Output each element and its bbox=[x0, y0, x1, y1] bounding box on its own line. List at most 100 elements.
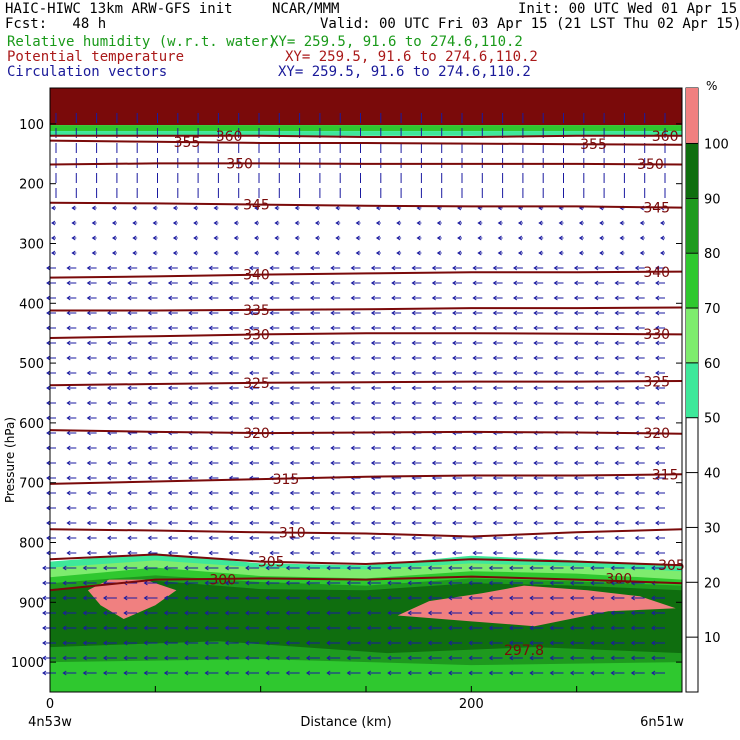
vector-head bbox=[167, 370, 173, 376]
circulation-vector bbox=[427, 595, 442, 601]
vector-head bbox=[163, 625, 169, 631]
vector-head bbox=[66, 550, 71, 556]
circulation-vector bbox=[375, 235, 381, 241]
circulation-vector bbox=[254, 205, 259, 211]
circulation-vector bbox=[538, 235, 544, 241]
vector-head bbox=[630, 610, 635, 616]
circulation-vector bbox=[427, 580, 442, 586]
vector-head bbox=[350, 460, 355, 466]
circulation-vector bbox=[289, 265, 300, 271]
vector-head bbox=[630, 640, 635, 646]
circulation-vector bbox=[468, 670, 483, 676]
vector-head bbox=[411, 550, 416, 556]
vector-head bbox=[66, 535, 71, 541]
vector-head bbox=[448, 655, 453, 661]
vector-head bbox=[208, 280, 213, 286]
vector-head bbox=[350, 505, 355, 511]
vector-head bbox=[472, 415, 477, 421]
theta-contour-315 bbox=[49, 473, 683, 485]
theta-label-335: 335 bbox=[243, 303, 270, 319]
circulation-vector bbox=[538, 250, 544, 256]
vector-head bbox=[651, 625, 656, 631]
circulation-vector bbox=[86, 400, 97, 406]
vector-head bbox=[355, 235, 360, 241]
vector-head bbox=[269, 505, 274, 511]
vector-head bbox=[249, 520, 254, 526]
colorbar-label: 10 bbox=[704, 631, 721, 646]
vector-head bbox=[416, 220, 421, 226]
vector-head bbox=[289, 265, 294, 271]
circulation-vector bbox=[46, 325, 56, 331]
vector-head bbox=[208, 370, 213, 376]
vector-head bbox=[42, 580, 47, 586]
circulation-vector bbox=[370, 265, 381, 271]
vector-head bbox=[46, 340, 51, 346]
vector-head bbox=[350, 415, 355, 421]
circulation-vector bbox=[477, 250, 483, 256]
vector-head bbox=[208, 490, 213, 496]
circulation-vector bbox=[245, 670, 259, 676]
circulation-vector bbox=[599, 220, 605, 226]
circulation-vector bbox=[163, 595, 178, 601]
vector-head bbox=[167, 340, 173, 346]
circulation-vector bbox=[294, 220, 300, 226]
circulation-vector bbox=[193, 205, 199, 211]
circulation-vector bbox=[492, 490, 503, 496]
circulation-vector bbox=[330, 280, 341, 286]
circulation-vector bbox=[614, 520, 625, 526]
circulation-vector bbox=[594, 535, 605, 541]
y-tick-label: 500 bbox=[19, 357, 44, 372]
circulation-vector bbox=[208, 490, 219, 496]
vector-head bbox=[147, 415, 152, 421]
circulation-vector bbox=[289, 310, 300, 316]
vector-head bbox=[391, 370, 396, 376]
circulation-vector bbox=[46, 370, 56, 376]
vector-head bbox=[573, 520, 579, 526]
circulation-vector bbox=[614, 535, 625, 541]
vector-head bbox=[106, 265, 112, 271]
vector-head bbox=[66, 400, 71, 406]
circulation-vector bbox=[655, 295, 665, 301]
vector-head bbox=[265, 670, 270, 676]
vector-head bbox=[46, 325, 51, 331]
vector-head bbox=[91, 235, 96, 241]
circulation-vector bbox=[167, 385, 178, 391]
vector-head bbox=[106, 295, 112, 301]
vector-head bbox=[167, 385, 173, 391]
vector-head bbox=[457, 235, 462, 241]
circulation-vector bbox=[553, 460, 564, 466]
vector-head bbox=[228, 340, 233, 346]
circulation-vector bbox=[553, 385, 564, 391]
vector-head bbox=[370, 505, 376, 511]
circulation-vector bbox=[590, 565, 605, 571]
circulation-vector bbox=[269, 415, 280, 421]
circulation-vector bbox=[309, 445, 320, 451]
top-dark-band bbox=[50, 88, 682, 126]
circulation-vector bbox=[249, 310, 259, 316]
vector-head bbox=[614, 370, 619, 376]
vector-head bbox=[102, 670, 108, 676]
vector-head bbox=[245, 595, 250, 601]
circulation-vector bbox=[594, 460, 605, 466]
vector-head bbox=[639, 235, 644, 241]
vector-head bbox=[86, 325, 91, 331]
vector-head bbox=[309, 355, 315, 361]
circulation-vector bbox=[350, 490, 361, 496]
circulation-vector bbox=[228, 520, 239, 526]
circulation-vector bbox=[224, 670, 239, 676]
circulation-vector bbox=[533, 385, 544, 391]
vector-head bbox=[431, 355, 436, 361]
vector-head bbox=[472, 370, 477, 376]
vector-head bbox=[411, 280, 416, 286]
circulation-vector bbox=[62, 655, 77, 661]
circulation-vector bbox=[285, 610, 300, 616]
circulation-vector bbox=[106, 370, 117, 376]
vector-head bbox=[573, 550, 579, 556]
vector-head bbox=[309, 340, 315, 346]
field-vectors-xy: XY= 259.5, 91.6 to 274.6,110.2 bbox=[278, 64, 531, 80]
circulation-vector bbox=[330, 385, 341, 391]
circulation-vector bbox=[163, 625, 178, 631]
circulation-vector bbox=[431, 370, 442, 376]
